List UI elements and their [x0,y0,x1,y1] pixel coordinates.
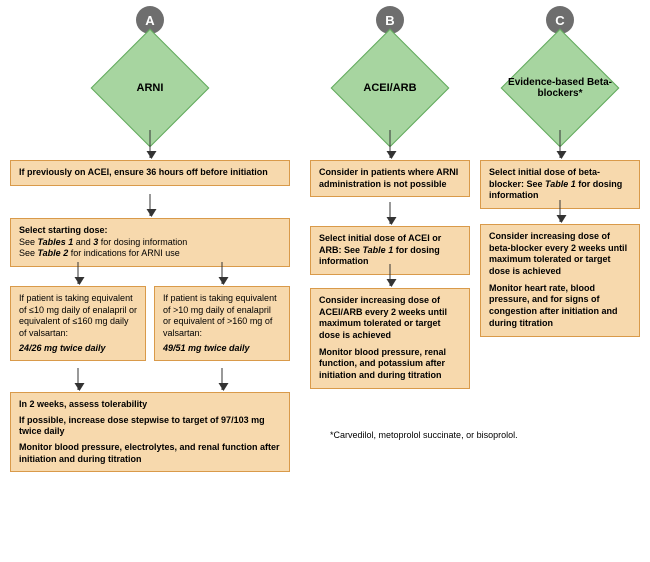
arrow-icon [390,264,391,286]
arrow-icon [390,130,391,158]
col-b-letter: B [385,13,394,28]
col-a-header: ARNI [90,46,210,130]
arrow-icon [222,368,223,390]
col-a-box3-left: If patient is taking equivalent of ≤10 m… [10,286,146,361]
arrow-icon [78,262,79,284]
arrow-icon [150,130,151,158]
col-b-header: ACEI/ARB [330,46,450,130]
col-b-box1: Consider in patients where ARNI administ… [310,160,470,197]
arrow-icon [78,368,79,390]
arrow-icon [150,194,151,216]
col-c-header: Evidence-based Beta-blockers* [500,46,620,130]
footnote: *Carvedilol, metoprolol succinate, or bi… [330,430,518,440]
col-a-box2: Select starting dose: See Tables 1 and 3… [10,218,290,267]
col-a-letter: A [145,13,154,28]
col-a-box3-right: If patient is taking equivalent of >10 m… [154,286,290,361]
arrow-icon [560,130,561,158]
col-b-box3: Consider increasing dose of ACEI/ARB eve… [310,288,470,389]
col-a-box4: In 2 weeks, assess tolerability If possi… [10,392,290,472]
col-a-box1: If previously on ACEI, ensure 36 hours o… [10,160,290,186]
arrow-icon [560,200,561,222]
arrow-icon [390,202,391,224]
arrow-icon [222,262,223,284]
col-c-box2: Consider increasing dose of beta-blocker… [480,224,640,337]
col-c-letter: C [555,13,564,28]
